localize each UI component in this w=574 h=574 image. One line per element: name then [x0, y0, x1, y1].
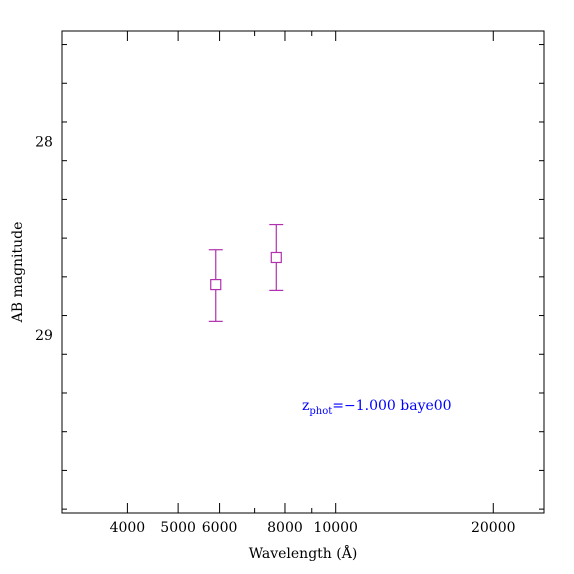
x-axis-label: Wavelength (Å) [249, 544, 358, 562]
x-tick-label: 20000 [471, 520, 516, 536]
plot-frame [61, 30, 545, 514]
data-points [208, 223, 284, 322]
z-subscript: phot [309, 406, 332, 417]
data-point-marker [210, 278, 222, 291]
photo-z-annotation: zphot=−1.000 baye00 [302, 398, 452, 417]
y-tick-label: 29 [35, 328, 53, 344]
x-tick-label: 5000 [160, 520, 196, 536]
x-tick-label: 8000 [267, 520, 303, 536]
x-tick-label: 4000 [110, 520, 146, 536]
x-tick-label: 6000 [202, 520, 238, 536]
y-axis-ticks: 28 29 [35, 44, 544, 510]
x-axis-ticks: 4000 5000 6000 8000 10000 20000 [61, 31, 516, 536]
y-tick-label: 28 [35, 134, 53, 150]
y-axis-label: AB magnitude [10, 222, 26, 324]
data-point-marker [270, 251, 282, 264]
z-value: =−1.000 baye00 [332, 398, 451, 414]
x-tick-label: 10000 [313, 520, 358, 536]
z-prefix: z [302, 398, 309, 414]
